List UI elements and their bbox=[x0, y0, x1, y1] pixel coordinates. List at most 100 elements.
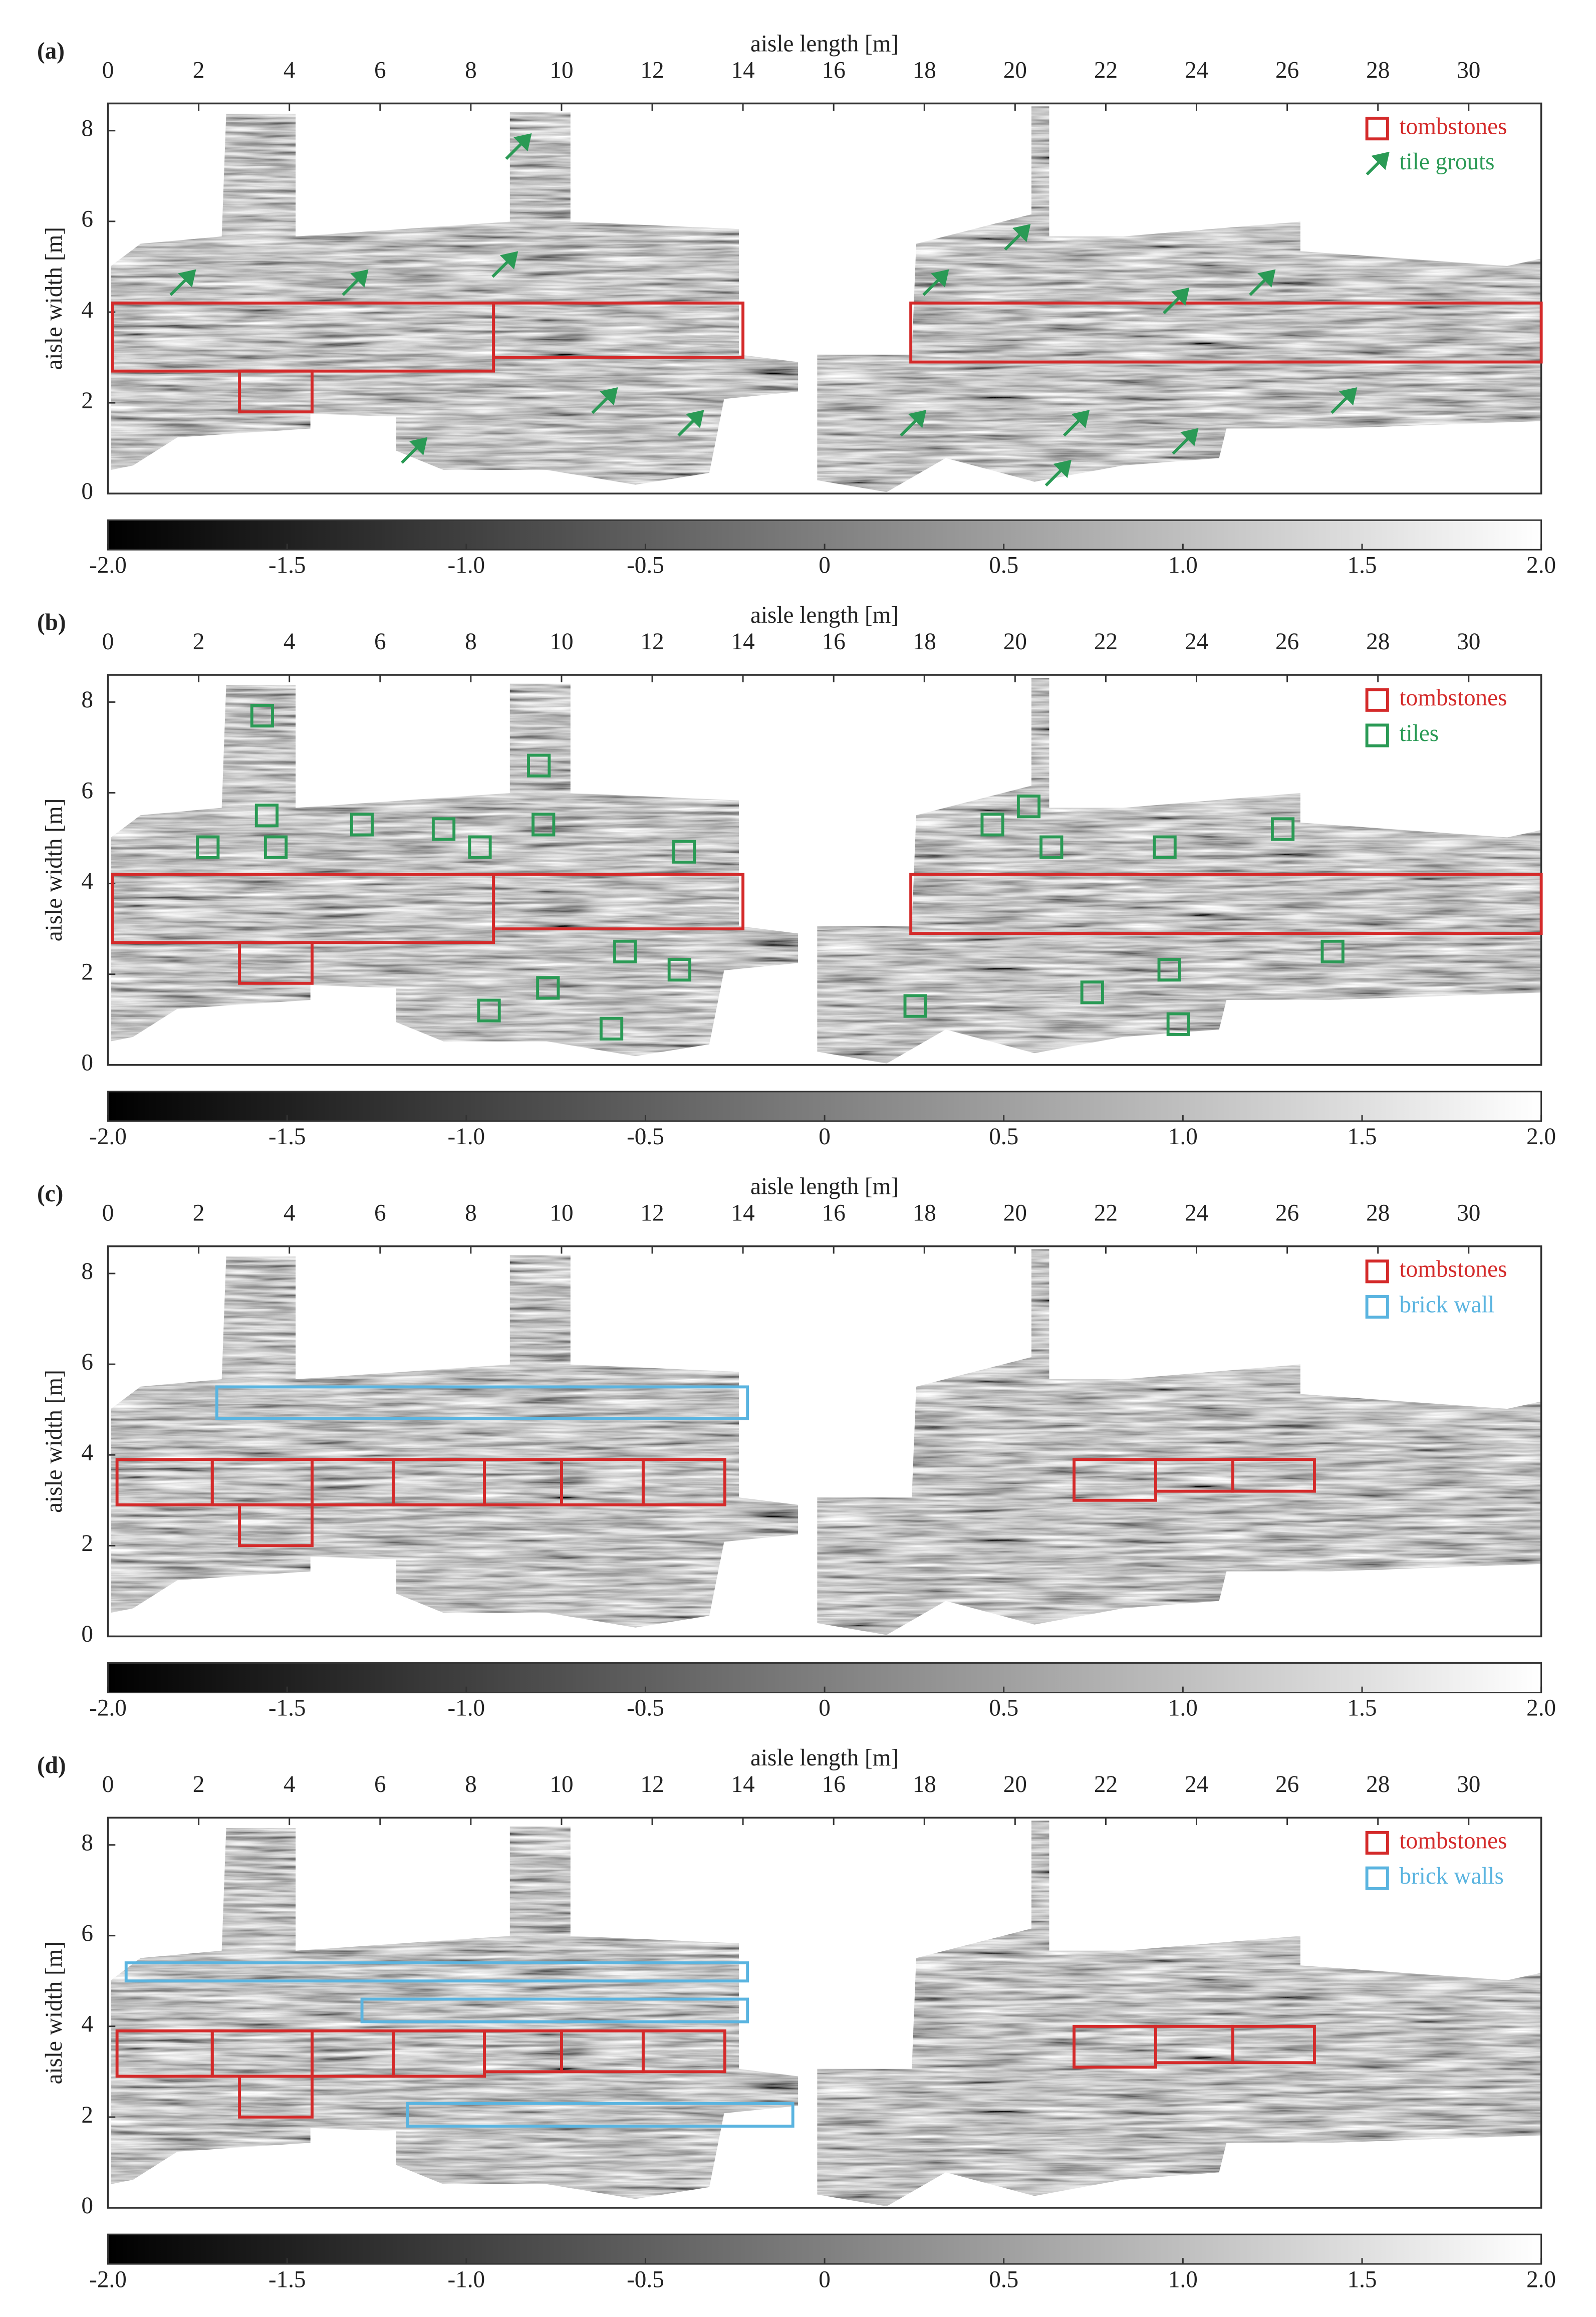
annotation-square bbox=[1157, 958, 1181, 982]
x-tick-label: 2 bbox=[193, 1200, 205, 1226]
colorbar-tick-label: -2.0 bbox=[89, 2266, 127, 2292]
x-tick-label: 24 bbox=[1185, 629, 1208, 655]
annotation-arrow bbox=[900, 410, 927, 437]
colorbar-tick-label: -0.5 bbox=[627, 2266, 664, 2292]
x-tick-label: 6 bbox=[374, 57, 386, 83]
y-axis-label: aisle width [m] bbox=[41, 227, 67, 370]
y-tick-label: 2 bbox=[81, 1530, 93, 1557]
colorbar-tick-label: 0.5 bbox=[989, 2266, 1018, 2292]
annotation-box bbox=[492, 873, 745, 931]
colorbar-tick-label: 0 bbox=[819, 1695, 831, 1721]
annotation-square bbox=[477, 998, 501, 1022]
radargram bbox=[111, 1255, 798, 1628]
annotation-arrow bbox=[169, 269, 196, 296]
x-tick-label: 2 bbox=[193, 57, 205, 83]
x-tick-label: 16 bbox=[822, 629, 846, 655]
x-tick-label: 26 bbox=[1275, 629, 1299, 655]
y-tick-label: 2 bbox=[81, 388, 93, 414]
annotation-arrow bbox=[1044, 459, 1072, 487]
x-tick-label: 0 bbox=[102, 629, 114, 655]
radargram bbox=[817, 677, 1541, 1064]
x-tick-label: 16 bbox=[822, 57, 846, 83]
annotation-square bbox=[980, 813, 1004, 837]
x-tick-label: 10 bbox=[550, 57, 573, 83]
x-tick-label: 22 bbox=[1094, 57, 1118, 83]
annotation-square bbox=[468, 835, 492, 859]
x-tick-label: 18 bbox=[913, 1771, 936, 1797]
y-tick-label: 6 bbox=[81, 206, 93, 232]
legend-label: brick walls bbox=[1399, 1863, 1503, 1889]
annotation-box bbox=[124, 1961, 749, 1983]
colorbar-tick-label: -2.0 bbox=[89, 1124, 127, 1150]
annotation-box bbox=[492, 301, 745, 359]
x-tick-label: 8 bbox=[465, 629, 477, 655]
annotation-square bbox=[613, 939, 637, 964]
legend-icon bbox=[1365, 688, 1389, 712]
x-tick-label: 12 bbox=[640, 629, 664, 655]
x-axis-label: aisle length [m] bbox=[750, 31, 899, 57]
x-tick-label: 18 bbox=[913, 57, 936, 83]
colorbar-tick-label: -1.5 bbox=[269, 2266, 306, 2292]
legend-icon bbox=[1365, 723, 1389, 747]
x-tick-label: 8 bbox=[465, 57, 477, 83]
panel-label: (d) bbox=[37, 1752, 66, 1778]
legend-label: tombstones bbox=[1399, 685, 1507, 711]
legend-icon bbox=[1365, 1831, 1389, 1855]
axes-frame bbox=[107, 1245, 1542, 1638]
annotation-arrow bbox=[342, 269, 369, 296]
x-tick-label: 2 bbox=[193, 629, 205, 655]
x-tick-label: 16 bbox=[822, 1771, 846, 1797]
x-tick-label: 0 bbox=[102, 1771, 114, 1797]
x-tick-label: 30 bbox=[1457, 1200, 1480, 1226]
colorbar-tick-label: -1.0 bbox=[447, 1695, 485, 1721]
x-tick-label: 30 bbox=[1457, 1771, 1480, 1797]
colorbar-tick-label: 1.0 bbox=[1168, 1695, 1198, 1721]
annotation-square bbox=[1016, 795, 1041, 819]
colorbar-tick-label: 0.5 bbox=[989, 552, 1018, 578]
colorbar-tick-label: 2.0 bbox=[1526, 1124, 1556, 1150]
x-tick-label: 30 bbox=[1457, 629, 1480, 655]
axes-frame bbox=[107, 674, 1542, 1066]
panel-label: (a) bbox=[37, 38, 65, 64]
annotation-square bbox=[1270, 817, 1295, 841]
radargram bbox=[111, 112, 798, 485]
annotation-arrow bbox=[1172, 428, 1199, 455]
colorbar-tick-label: 1.0 bbox=[1168, 2266, 1198, 2292]
annotation-square bbox=[667, 958, 691, 982]
x-axis-label: aisle length [m] bbox=[750, 602, 899, 628]
x-tick-label: 0 bbox=[102, 57, 114, 83]
legend-label: brick wall bbox=[1399, 1292, 1494, 1318]
annotation-arrow bbox=[491, 251, 518, 278]
panel: (c) aisle length [m]aisle width [m]0 2 4 6 8 1… bbox=[37, 1174, 1556, 1721]
y-tick-label: 6 bbox=[81, 1921, 93, 1947]
colorbar-tick-label: -2.0 bbox=[89, 1695, 127, 1721]
panel-label: (c) bbox=[37, 1181, 63, 1207]
annotation-arrow bbox=[591, 387, 618, 414]
annotation-square bbox=[672, 840, 696, 864]
x-tick-label: 6 bbox=[374, 629, 386, 655]
colorbar-tick-label: 0 bbox=[819, 1124, 831, 1150]
colorbar-tick-label: 1.5 bbox=[1348, 552, 1377, 578]
x-tick-label: 14 bbox=[731, 1771, 755, 1797]
annotation-square bbox=[536, 976, 560, 1000]
legend-icon bbox=[1366, 151, 1390, 176]
annotation-square bbox=[531, 813, 556, 837]
x-tick-label: 6 bbox=[374, 1771, 386, 1797]
y-tick-label: 2 bbox=[81, 2102, 93, 2128]
annotation-box bbox=[1231, 1458, 1316, 1493]
annotation-box bbox=[360, 1997, 749, 2023]
x-tick-label: 4 bbox=[284, 57, 296, 83]
annotation-arrow bbox=[1004, 224, 1031, 251]
x-tick-label: 20 bbox=[1003, 1200, 1027, 1226]
x-tick-label: 26 bbox=[1275, 57, 1299, 83]
annotation-arrow bbox=[1249, 269, 1276, 296]
x-tick-label: 10 bbox=[550, 1771, 573, 1797]
x-tick-label: 14 bbox=[731, 1200, 755, 1226]
x-tick-label: 26 bbox=[1275, 1771, 1299, 1797]
panel-label: (b) bbox=[37, 610, 66, 636]
annotation-square bbox=[1320, 939, 1345, 964]
x-tick-label: 22 bbox=[1094, 1200, 1118, 1226]
x-tick-label: 4 bbox=[284, 629, 296, 655]
x-tick-label: 28 bbox=[1366, 1771, 1390, 1797]
radargram bbox=[817, 1821, 1541, 2207]
